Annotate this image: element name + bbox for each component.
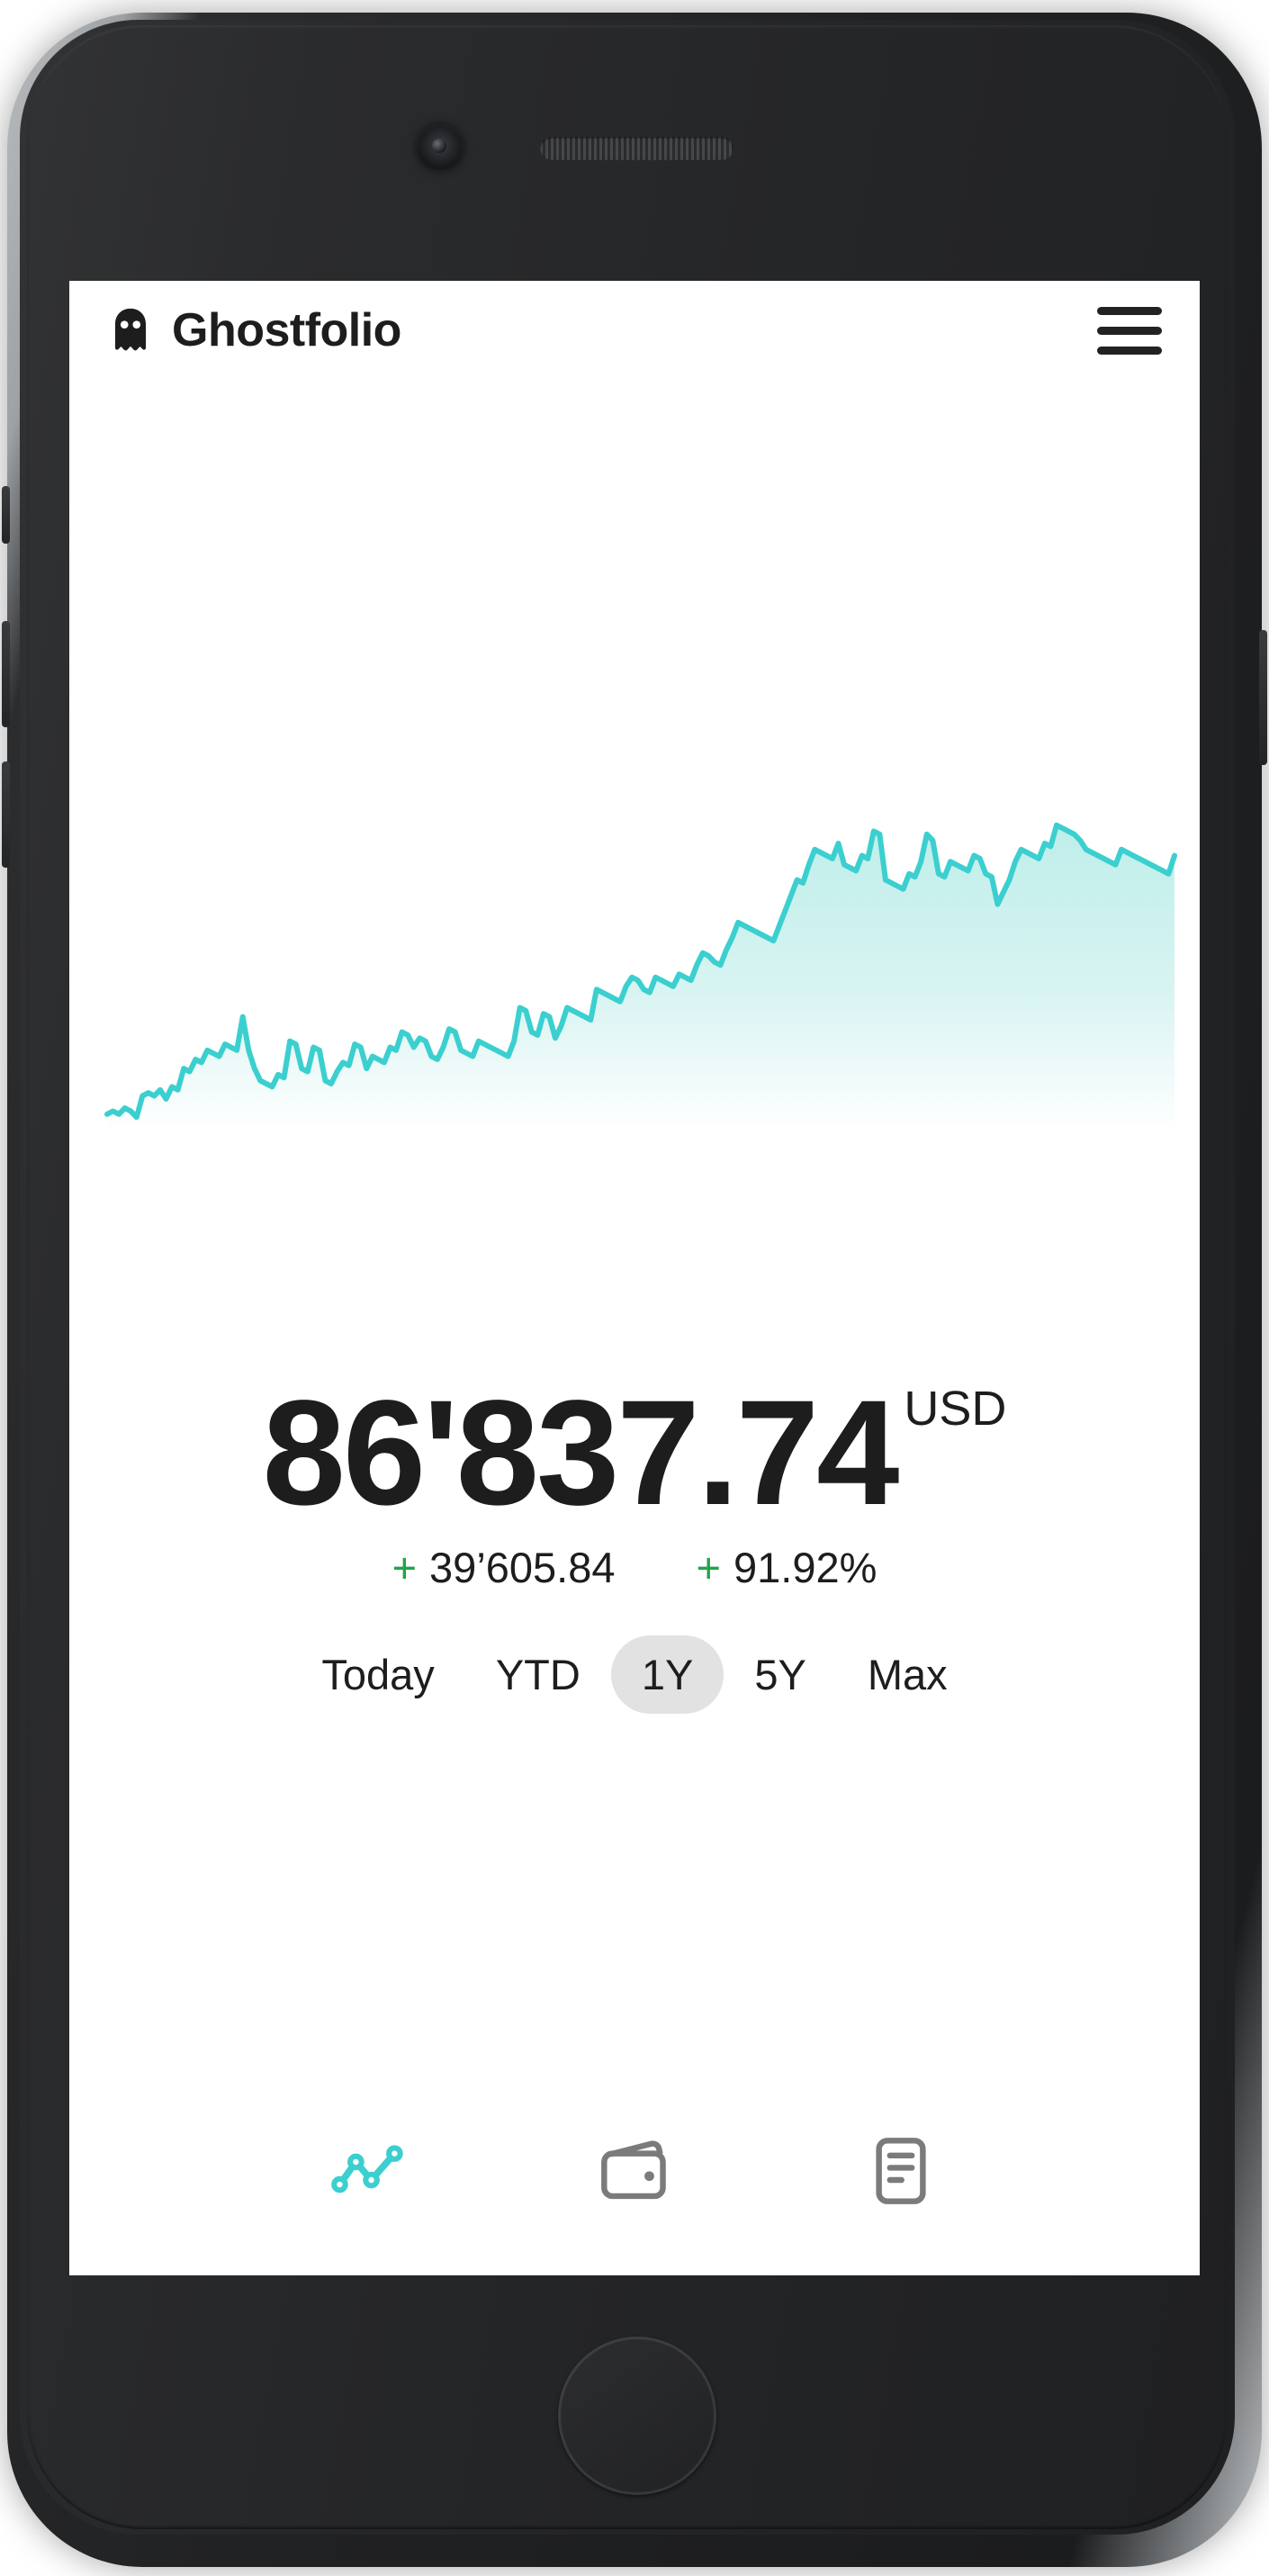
brand-logo[interactable]: Ghostfolio [105, 305, 401, 356]
range-tab-5y[interactable]: 5Y [754, 1651, 806, 1698]
earpiece-speaker [540, 137, 734, 160]
absolute-change-value: 39’605.84 [429, 1544, 616, 1591]
menu-line-2 [1097, 326, 1162, 335]
absolute-change-sign: + [392, 1544, 418, 1591]
percent-change-value: 91.92% [733, 1544, 878, 1591]
nav-item-portfolio[interactable] [591, 2128, 678, 2214]
brand-name: Ghostfolio [172, 304, 401, 356]
range-tab-max[interactable]: Max [867, 1651, 948, 1698]
phone-volume-down-button[interactable] [2, 761, 10, 868]
portfolio-change-row: + 39’605.84 + 91.92% [69, 1543, 1200, 1592]
chart-area-fill [107, 824, 1174, 1127]
nav-item-accounts[interactable] [858, 2128, 944, 2214]
nav-item-overview[interactable] [325, 2128, 411, 2214]
range-tab-ytd[interactable]: YTD [495, 1651, 580, 1698]
document-icon [876, 2138, 926, 2204]
performance-area-chart [104, 822, 1177, 1127]
portfolio-currency: USD [904, 1382, 1007, 1436]
date-range-tabs: Today YTD 1Y 5Y Max [69, 1635, 1200, 1714]
analytics-icon [331, 2145, 403, 2193]
portfolio-performance-chart[interactable] [69, 812, 1200, 1127]
front-camera-icon [417, 124, 464, 171]
absolute-change: + 39’605.84 [392, 1543, 616, 1592]
menu-line-1 [1097, 306, 1162, 315]
hamburger-menu-icon[interactable] [1097, 297, 1164, 364]
home-button[interactable] [558, 2337, 716, 2495]
menu-line-3 [1097, 346, 1162, 355]
range-tab-today[interactable]: Today [321, 1651, 435, 1698]
wallet-icon [601, 2140, 666, 2200]
percent-change: + 91.92% [697, 1543, 878, 1592]
percent-change-sign: + [696, 1544, 721, 1591]
phone-volume-up-button[interactable] [2, 621, 10, 727]
phone-screen: Ghostfolio [69, 281, 1200, 2275]
portfolio-value: 86'837.74 [262, 1370, 900, 1536]
app-bar: Ghostfolio [69, 281, 1200, 380]
phone-power-button[interactable] [1259, 630, 1267, 765]
chart-line [104, 822, 1177, 1121]
bottom-navigation [69, 2108, 1200, 2234]
ghost-icon [114, 308, 147, 351]
range-tab-1y[interactable]: 1Y [610, 1635, 724, 1714]
portfolio-value-row: 86'837.74 USD [69, 1379, 1200, 1528]
phone-mute-switch[interactable] [2, 486, 10, 544]
